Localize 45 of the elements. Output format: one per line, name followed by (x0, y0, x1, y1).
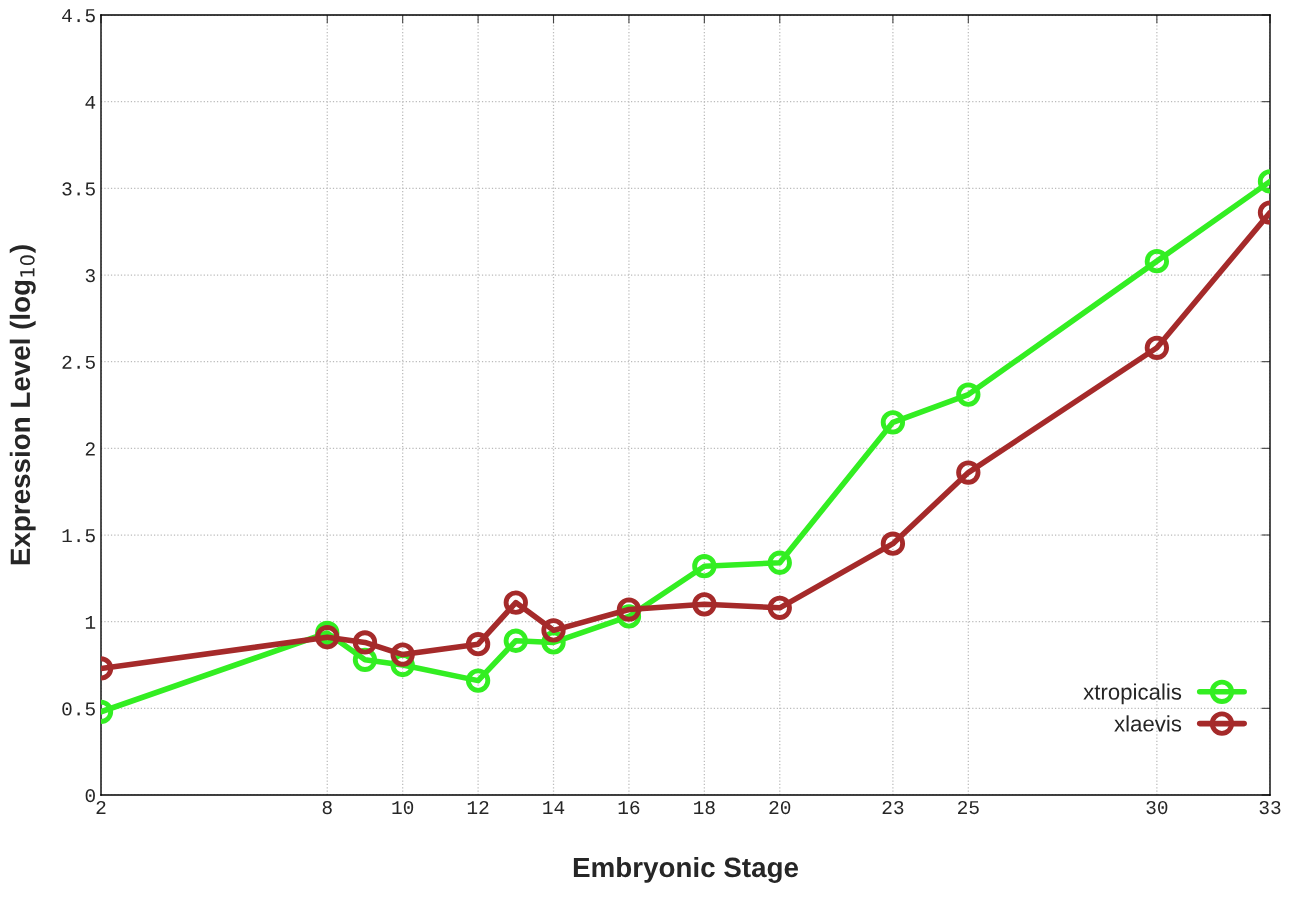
x-tick-label: 25 (958, 800, 979, 815)
point (880, 410, 906, 435)
x-tick-label: 30 (1146, 800, 1168, 815)
x-tick-label: 18 (694, 800, 715, 815)
y-tick-label: 3.5 (62, 182, 95, 196)
y-tick-label: 3 (85, 269, 95, 283)
x-tick-label: 12 (467, 800, 489, 814)
y-tick-label: 0 (85, 789, 95, 803)
y-tick-label: 0.5 (62, 702, 95, 716)
point (767, 550, 792, 575)
x-tick-label: 20 (769, 800, 791, 815)
point (541, 618, 566, 643)
x-tick-label: 16 (618, 800, 640, 815)
point (880, 531, 906, 556)
y-tick-label: 4 (85, 95, 96, 109)
x-tick-label: 8 (322, 800, 332, 815)
point (692, 592, 717, 617)
point (1144, 248, 1170, 274)
point (352, 630, 378, 655)
point (1144, 335, 1170, 360)
y-axis-title: Expression Level (log$_{10}$) (9, 245, 36, 565)
point (465, 668, 491, 693)
x-tick-label: 14 (543, 801, 565, 814)
point (390, 642, 415, 667)
y-tick-label: 4.5 (62, 9, 95, 23)
point (692, 554, 717, 579)
point (956, 382, 981, 407)
y-tick-label: 1 (85, 615, 96, 629)
point (503, 590, 528, 615)
point (315, 625, 340, 650)
y-tick-label: 2 (85, 442, 95, 456)
legend-label: xtropicalis (1083, 683, 1182, 705)
y-tick-label: 2.5 (62, 355, 95, 369)
point (616, 597, 642, 622)
x-tick-label: 23 (882, 800, 904, 815)
x-tick-label: 10 (392, 800, 414, 815)
point (956, 460, 981, 485)
legend-label: xlaevis (1114, 715, 1182, 732)
y-tick-label: 1.5 (62, 529, 95, 543)
point (465, 632, 491, 657)
x-tick-label: 2 (96, 800, 106, 814)
x-tick-label: 33 (1259, 800, 1281, 815)
point (767, 595, 792, 620)
x-axis-title: Embryonic Stage (573, 856, 799, 883)
point (503, 628, 528, 653)
